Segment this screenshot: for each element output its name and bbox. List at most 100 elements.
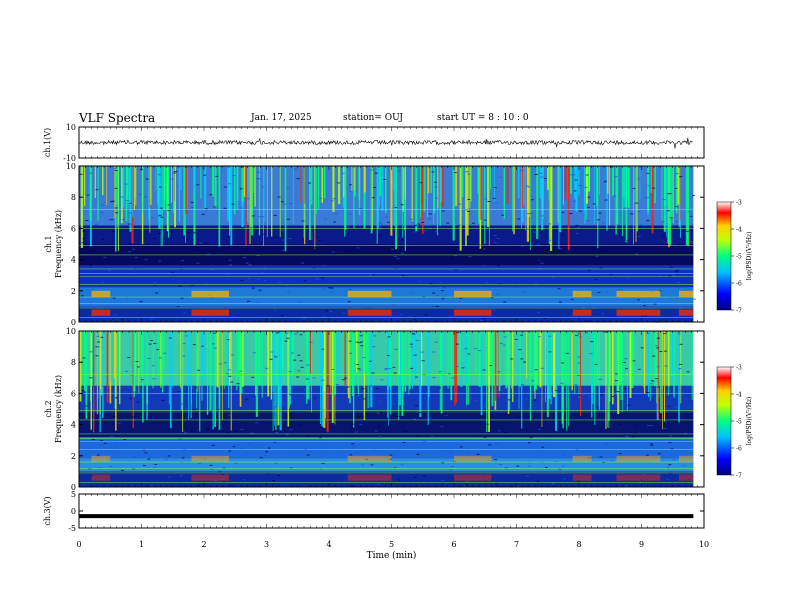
spec-streak (345, 331, 347, 375)
x-tick-label: 1 (139, 540, 144, 549)
spec-noise (99, 467, 103, 469)
spec-noise (277, 282, 281, 283)
spec-noise (232, 175, 236, 177)
spec-noise (254, 445, 258, 447)
spec-streak (678, 331, 680, 423)
spec-noise (274, 413, 278, 415)
spec-streak (153, 331, 155, 380)
spec-noise (330, 200, 334, 202)
spec-streak (155, 166, 157, 191)
spec-noise (401, 252, 405, 254)
spec-noise (239, 207, 243, 209)
spec-streak (330, 331, 332, 395)
spec-noise (496, 265, 500, 266)
spec-noise (280, 315, 284, 317)
spec-noise (578, 210, 582, 212)
spec-noise (328, 287, 332, 289)
spec-noise (329, 311, 333, 312)
spec-noise (633, 432, 637, 434)
spec-noise (525, 185, 529, 187)
spec-streak (241, 166, 244, 202)
spec-noise (387, 336, 391, 338)
spec-streak (564, 166, 567, 200)
spec-noise (623, 207, 627, 209)
spec-noise (409, 343, 413, 345)
spec-streak (237, 331, 240, 377)
spec-burst (91, 474, 111, 481)
spec-noise (487, 201, 491, 202)
spec-streak (180, 331, 183, 411)
spec-noise (344, 250, 348, 252)
spec-noise (615, 380, 618, 382)
spec-noise (468, 256, 472, 258)
spec-noise (455, 366, 459, 367)
spec-noise (157, 214, 161, 216)
spec-streak (401, 331, 404, 416)
spec-noise (551, 276, 555, 278)
spec-noise (483, 228, 487, 230)
spec-noise (637, 211, 641, 213)
spec-noise (279, 248, 283, 250)
spec-noise (97, 341, 100, 343)
spec-noise (91, 438, 95, 440)
spec-noise (578, 336, 582, 338)
spec-noise (594, 279, 598, 281)
spec-streak (578, 331, 580, 398)
spec-streak (244, 166, 246, 197)
spec-burst (679, 309, 694, 316)
spec-streak (227, 166, 230, 221)
spec-noise (471, 222, 475, 224)
spec-noise (683, 465, 686, 467)
spec-noise (492, 309, 496, 311)
spec-streak (633, 166, 634, 245)
spec-streak (264, 166, 266, 223)
spec-noise (230, 381, 234, 383)
spec-noise (360, 341, 364, 343)
y-tick-label: 0 (71, 483, 76, 492)
spec-noise (642, 474, 646, 476)
spec-streak (656, 331, 659, 420)
spec-noise (379, 223, 383, 225)
spec-noise (323, 218, 327, 220)
spec-noise (449, 469, 453, 471)
spec-noise (82, 230, 86, 232)
spec-streak (279, 166, 281, 237)
spec-noise (191, 430, 194, 432)
spec-noise (575, 224, 579, 226)
spec-noise (587, 457, 591, 459)
spec-burst (572, 455, 592, 463)
spec-noise (277, 196, 281, 198)
spec-noise (484, 198, 488, 200)
spec-noise (626, 277, 630, 279)
spec-streak (115, 331, 117, 431)
spec-noise (496, 238, 500, 239)
spec-noise (133, 268, 137, 270)
spec-noise (265, 451, 269, 453)
spec-noise (456, 332, 460, 334)
spec-noise (171, 271, 175, 273)
spec-noise (112, 416, 116, 418)
spec-noise (332, 198, 336, 200)
spec-noise (294, 333, 298, 335)
spec-noise (321, 348, 325, 350)
spec-streak (568, 331, 569, 427)
spec-noise (639, 482, 643, 484)
spec-noise (197, 369, 201, 371)
spec-noise (661, 221, 665, 223)
spec-noise (379, 234, 382, 236)
spec-noise (222, 481, 226, 483)
spec-noise (672, 275, 676, 277)
spec-noise (558, 468, 562, 470)
spec-streak (415, 166, 418, 232)
spec-noise (628, 409, 632, 411)
spec-streak (249, 166, 251, 245)
y-tick-label: 6 (71, 389, 76, 398)
spec-streak (564, 331, 566, 380)
spec-noise (153, 343, 157, 344)
spec-noise (599, 267, 603, 269)
spec-noise (180, 260, 184, 262)
spec-streak (654, 166, 656, 204)
spec-noise (348, 340, 352, 342)
spec-streak (411, 166, 413, 222)
spec-noise (543, 178, 547, 179)
